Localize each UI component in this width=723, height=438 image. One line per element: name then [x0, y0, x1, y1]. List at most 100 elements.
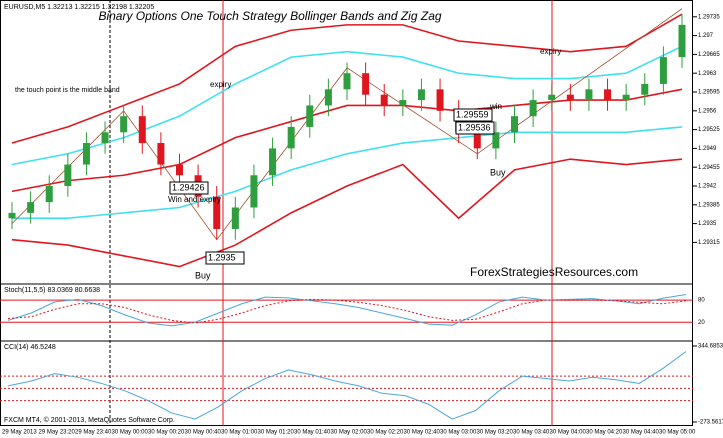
- panel-title: CCI(14) 46.5248: [4, 344, 56, 351]
- candle-body: [82, 143, 90, 165]
- candle-body: [641, 83, 649, 95]
- price-box: [453, 108, 493, 122]
- y-tick-label: 1.29595: [698, 90, 720, 96]
- candle-body: [176, 164, 183, 176]
- y-tick-label: -273.5617: [698, 420, 723, 426]
- x-tick-label: 30 May 00:20: [148, 430, 185, 436]
- candle-body: [604, 89, 612, 101]
- x-tick-label: 30 May 00:00: [112, 430, 149, 436]
- candle-body: [511, 116, 518, 133]
- x-tick-label: 29 May 23:40: [75, 430, 112, 436]
- candle-body: [380, 94, 388, 106]
- candle-body: [622, 94, 630, 101]
- y-tick-label: 344.6853: [698, 344, 723, 350]
- candle-body: [548, 94, 556, 101]
- candle-body: [120, 116, 128, 133]
- candle-body: [64, 164, 72, 187]
- y-tick-label: 1.29665: [698, 52, 720, 58]
- candle-body: [250, 175, 258, 208]
- x-tick-label: 30 May 01:00: [221, 430, 258, 436]
- candle-body: [566, 94, 574, 101]
- indicator-line: [7, 351, 687, 420]
- price-label: 1.29536: [458, 122, 491, 132]
- annotation: Win and expiry: [168, 195, 221, 204]
- x-tick-label: 29 May 23:20: [39, 430, 76, 436]
- y-tick-label: 1.29455: [698, 165, 720, 171]
- candle-body: [362, 73, 370, 95]
- candle-body: [45, 186, 53, 203]
- candle-body: [27, 202, 35, 213]
- candle-body: [529, 100, 537, 117]
- footer: FXCM MT4, © 2001-2013, MetaQuotes Softwa…: [4, 416, 175, 424]
- y-tick-label: 1.2963: [698, 71, 717, 77]
- annotation: win: [489, 102, 502, 111]
- candle-body: [417, 89, 425, 101]
- y-tick-label: 80: [698, 298, 705, 304]
- x-tick-label: 30 May 03:40: [513, 430, 550, 436]
- indicator-line: [7, 294, 687, 327]
- candle-body: [678, 24, 686, 58]
- band-line: [12, 126, 683, 220]
- price-label: 1.2935: [208, 252, 236, 262]
- price-box: [169, 181, 209, 195]
- annotation: expiry: [210, 80, 231, 89]
- candle-body: [8, 212, 16, 219]
- panel-title: Stoch(11,5,5) 83.0369 80.6638: [4, 287, 100, 294]
- x-tick-label: 30 May 03:20: [477, 430, 514, 436]
- price-box: [455, 121, 495, 135]
- x-tick-label: 30 May 04:20: [586, 430, 623, 436]
- x-tick-label: 30 May 05:00: [659, 430, 696, 436]
- candle-body: [343, 73, 351, 90]
- y-tick-label: 1.2956: [698, 108, 717, 114]
- x-tick-label: 30 May 04:00: [550, 430, 587, 436]
- y-tick-label: 1.29385: [698, 202, 720, 208]
- candle-body: [231, 207, 239, 229]
- price-label: 1.29426: [172, 182, 205, 192]
- annotation: the touch point is the middle band: [15, 87, 120, 94]
- annotation: Buy: [490, 167, 506, 177]
- candle-body: [287, 126, 295, 149]
- x-tick-label: 30 May 04:40: [623, 430, 660, 436]
- candle-body: [473, 132, 481, 149]
- candle-body: [324, 89, 332, 106]
- x-tick-label: 30 May 03:00: [440, 430, 477, 436]
- candle-body: [157, 143, 165, 165]
- candle-body: [101, 132, 109, 144]
- annotation: Buy: [195, 270, 211, 280]
- candle-body: [399, 100, 407, 106]
- annotation: expiry: [540, 47, 561, 56]
- x-tick-label: 30 May 01:40: [294, 430, 331, 436]
- y-tick-label: 1.2942: [698, 184, 717, 190]
- candle-body: [306, 105, 314, 127]
- y-tick-label: 1.29525: [698, 127, 720, 133]
- indicator-line: [7, 298, 687, 324]
- candle-body: [436, 89, 444, 111]
- candle-body: [269, 148, 277, 176]
- candle-body: [138, 116, 146, 144]
- y-tick-label: 1.297: [698, 33, 714, 39]
- y-tick-label: 1.2935: [698, 221, 717, 227]
- annotation: ForexStrategiesResources.com: [470, 265, 638, 279]
- price-label: 1.29559: [456, 109, 489, 119]
- candle-body: [585, 89, 593, 101]
- x-tick-label: 29 May 2013: [2, 430, 37, 436]
- y-tick-label: 1.2949: [698, 146, 717, 152]
- y-tick-label: 1.29315: [698, 240, 720, 246]
- x-tick-label: 30 May 02:00: [331, 430, 368, 436]
- band-line: [11, 13, 683, 144]
- x-tick-label: 30 May 01:20: [258, 430, 295, 436]
- symbol-info: EURUSD,M5 1.32213 1.32215 1.32198 1.3220…: [4, 4, 154, 11]
- candle-body: [213, 196, 221, 229]
- price-box: [205, 251, 245, 265]
- candle-body: [659, 57, 667, 84]
- y-tick-label: 20: [698, 320, 705, 326]
- y-tick-label: 1.29735: [698, 14, 720, 20]
- candle-body: [492, 132, 500, 149]
- chart-title: Binary Options One Touch Strategy Bollin…: [98, 9, 441, 23]
- x-tick-label: 30 May 02:20: [367, 430, 404, 436]
- band-line: [11, 158, 683, 268]
- x-tick-label: 30 May 02:40: [404, 430, 441, 436]
- x-tick-label: 30 May 00:40: [185, 430, 222, 436]
